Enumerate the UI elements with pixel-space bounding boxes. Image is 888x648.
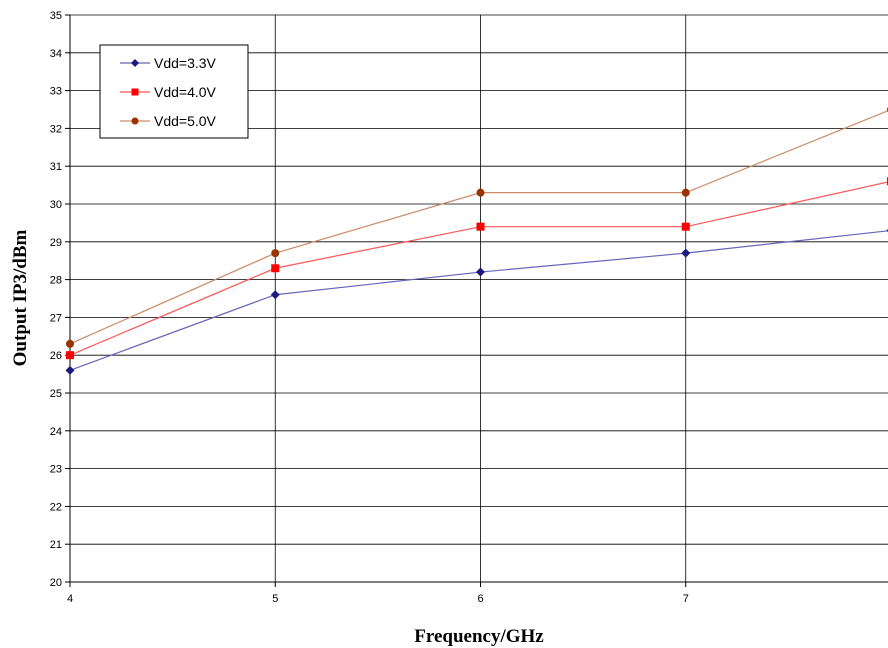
y-tick-label-21: 21	[50, 539, 62, 551]
y-axis-title: Output IP3/dBm	[10, 229, 31, 366]
data-point-2-3	[476, 222, 485, 231]
y-tick-label-23: 23	[50, 464, 62, 476]
y-tick-label-29: 29	[50, 237, 62, 249]
x-tick-label-5: 5	[272, 593, 278, 605]
y-tick-label-20: 20	[50, 577, 62, 589]
data-point-2-4	[681, 222, 690, 231]
y-tick-label-26: 26	[50, 350, 62, 362]
x-tick-label-6: 6	[477, 593, 483, 605]
legend-label-3: Vdd=5.0V	[154, 113, 217, 129]
series	[65, 106, 888, 375]
y-tick-label-25: 25	[50, 388, 62, 400]
series-2	[66, 177, 888, 360]
y-tick-labels: 20 21 22 23 24 25 26 27 28 29 30 31 32 33 34 35	[50, 10, 62, 589]
series-line-1	[69, 230, 888, 371]
y-tick-label-31: 31	[50, 161, 62, 173]
series-line-2	[69, 181, 888, 356]
data-point-1-1	[65, 365, 75, 375]
data-point-2-1	[66, 351, 74, 360]
legend-marker-3	[131, 117, 139, 125]
data-point-3-2	[271, 249, 280, 258]
y-tick-label-34: 34	[50, 48, 62, 60]
y-tick-label-27: 27	[50, 312, 62, 324]
y-tick-label-22: 22	[50, 501, 62, 513]
y-tick-label-30: 30	[50, 199, 62, 211]
data-point-1-2	[270, 290, 280, 300]
series-3	[66, 106, 888, 348]
legend-label-1: Vdd=3.3V	[154, 55, 217, 71]
y-tick-label-28: 28	[50, 275, 62, 287]
data-point-1-3	[476, 267, 485, 277]
series-1	[65, 228, 888, 375]
x-tick-label-4: 4	[67, 593, 73, 605]
y-tick-label-32: 32	[50, 123, 62, 135]
axes	[65, 14, 888, 587]
y-tick-label-33: 33	[50, 86, 62, 98]
y-tick-label-35: 35	[50, 10, 62, 22]
x-tick-label-7: 7	[683, 593, 689, 605]
legend-marker-1	[131, 59, 139, 67]
x-axis-title: Frequency/GHz	[414, 626, 544, 647]
y-tick-label-24: 24	[50, 426, 62, 438]
data-point-3-4	[681, 188, 690, 197]
legend-marker-2	[131, 88, 139, 96]
data-point-1-4	[681, 248, 691, 258]
data-point-3-1	[66, 339, 74, 348]
legend: Vdd=3.3V Vdd=4.0V Vdd=5.0V	[99, 44, 249, 139]
x-tick-labels: 45678	[67, 593, 888, 605]
data-point-3-3	[476, 188, 485, 197]
legend-label-2: Vdd=4.0V	[154, 84, 217, 100]
data-point-2-2	[271, 264, 280, 273]
